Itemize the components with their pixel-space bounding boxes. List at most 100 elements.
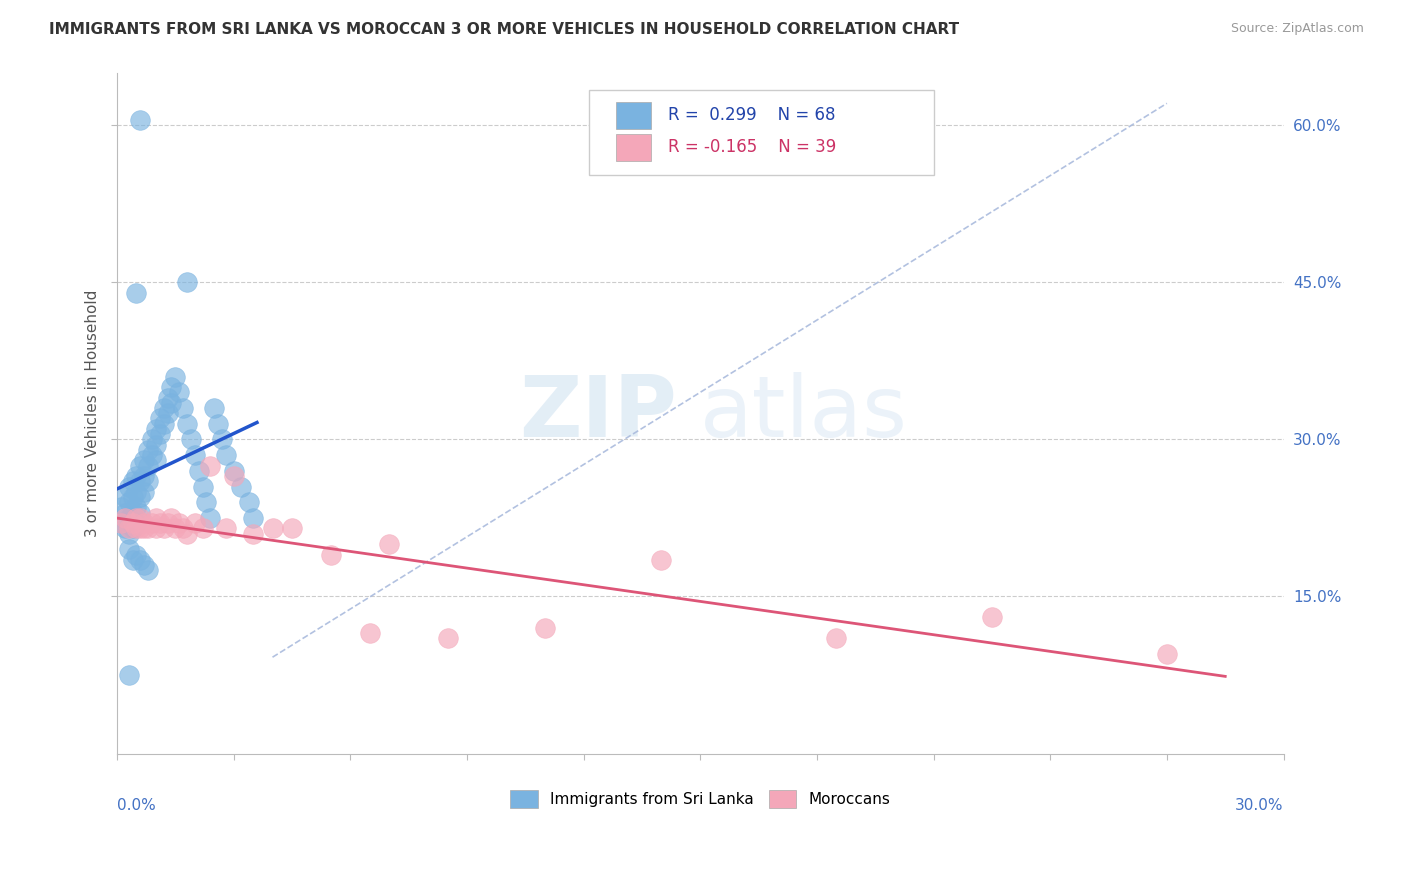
Point [436, 632, 458, 646]
FancyBboxPatch shape [616, 134, 651, 161]
Point [134, 521, 156, 535]
Point [191, 521, 214, 535]
Point [176, 417, 198, 431]
Text: 30.0%: 30.0% [1234, 797, 1284, 813]
Point [114, 521, 136, 535]
Text: Source: ZipAtlas.com: Source: ZipAtlas.com [1230, 22, 1364, 36]
Point [156, 391, 179, 405]
FancyBboxPatch shape [589, 90, 934, 175]
Point [117, 668, 139, 682]
Point [117, 479, 139, 493]
Point [129, 490, 152, 504]
Point [149, 516, 172, 531]
Point [149, 411, 172, 425]
Point [117, 521, 139, 535]
Point [172, 521, 194, 535]
Point [136, 563, 159, 577]
Point [134, 453, 156, 467]
Point [650, 553, 672, 567]
Point [134, 558, 156, 572]
Point [129, 506, 152, 520]
Point [145, 453, 167, 467]
Text: ZIP: ZIP [519, 372, 676, 455]
Point [191, 479, 214, 493]
Point [215, 448, 238, 462]
Point [215, 521, 238, 535]
Point [533, 621, 555, 635]
Point [121, 553, 143, 567]
Y-axis label: 3 or more Vehicles in Household: 3 or more Vehicles in Household [86, 290, 100, 537]
Point [125, 516, 148, 531]
Point [202, 401, 225, 415]
Point [184, 448, 207, 462]
Point [145, 511, 167, 525]
Legend: Immigrants from Sri Lanka, Moroccans: Immigrants from Sri Lanka, Moroccans [503, 784, 897, 814]
Point [129, 475, 152, 489]
Point [160, 511, 183, 525]
Point [242, 511, 264, 525]
Point [825, 632, 848, 646]
Point [160, 380, 183, 394]
Point [1156, 647, 1178, 661]
Point [129, 458, 152, 473]
Point [125, 548, 148, 562]
Point [222, 469, 245, 483]
Point [319, 548, 342, 562]
Point [141, 448, 163, 462]
Point [172, 401, 194, 415]
Point [125, 511, 148, 525]
Point [145, 422, 167, 436]
Point [125, 285, 148, 300]
Point [378, 537, 401, 551]
Point [165, 521, 187, 535]
Point [359, 626, 381, 640]
Point [117, 495, 139, 509]
Point [167, 516, 190, 531]
Point [121, 521, 143, 535]
Point [129, 113, 152, 128]
Point [152, 521, 174, 535]
Point [125, 484, 148, 499]
Point [134, 516, 156, 531]
Point [114, 506, 136, 520]
Point [145, 437, 167, 451]
Point [134, 484, 156, 499]
Point [141, 433, 163, 447]
Point [156, 516, 179, 531]
Point [165, 369, 187, 384]
Point [160, 396, 183, 410]
Point [117, 511, 139, 525]
Point [129, 553, 152, 567]
Point [149, 427, 172, 442]
Point [121, 490, 143, 504]
Text: R = -0.165    N = 39: R = -0.165 N = 39 [668, 138, 835, 156]
Point [231, 479, 253, 493]
Point [114, 490, 136, 504]
Point [125, 500, 148, 515]
Point [195, 495, 218, 509]
Text: IMMIGRANTS FROM SRI LANKA VS MOROCCAN 3 OR MORE VEHICLES IN HOUSEHOLD CORRELATIO: IMMIGRANTS FROM SRI LANKA VS MOROCCAN 3 … [49, 22, 959, 37]
Point [176, 276, 198, 290]
Point [121, 506, 143, 520]
Point [180, 433, 202, 447]
Point [176, 526, 198, 541]
Point [200, 458, 222, 473]
Point [121, 475, 143, 489]
Point [222, 464, 245, 478]
Point [167, 385, 190, 400]
Point [141, 516, 163, 531]
Point [187, 464, 209, 478]
Point [145, 521, 167, 535]
Point [110, 516, 132, 531]
Point [121, 516, 143, 531]
Text: atlas: atlas [700, 372, 908, 455]
Point [238, 495, 260, 509]
Point [211, 433, 233, 447]
Point [152, 417, 174, 431]
Point [136, 521, 159, 535]
Point [114, 511, 136, 525]
Point [117, 542, 139, 557]
Point [125, 521, 148, 535]
Point [980, 610, 1002, 624]
Text: 0.0%: 0.0% [117, 797, 156, 813]
